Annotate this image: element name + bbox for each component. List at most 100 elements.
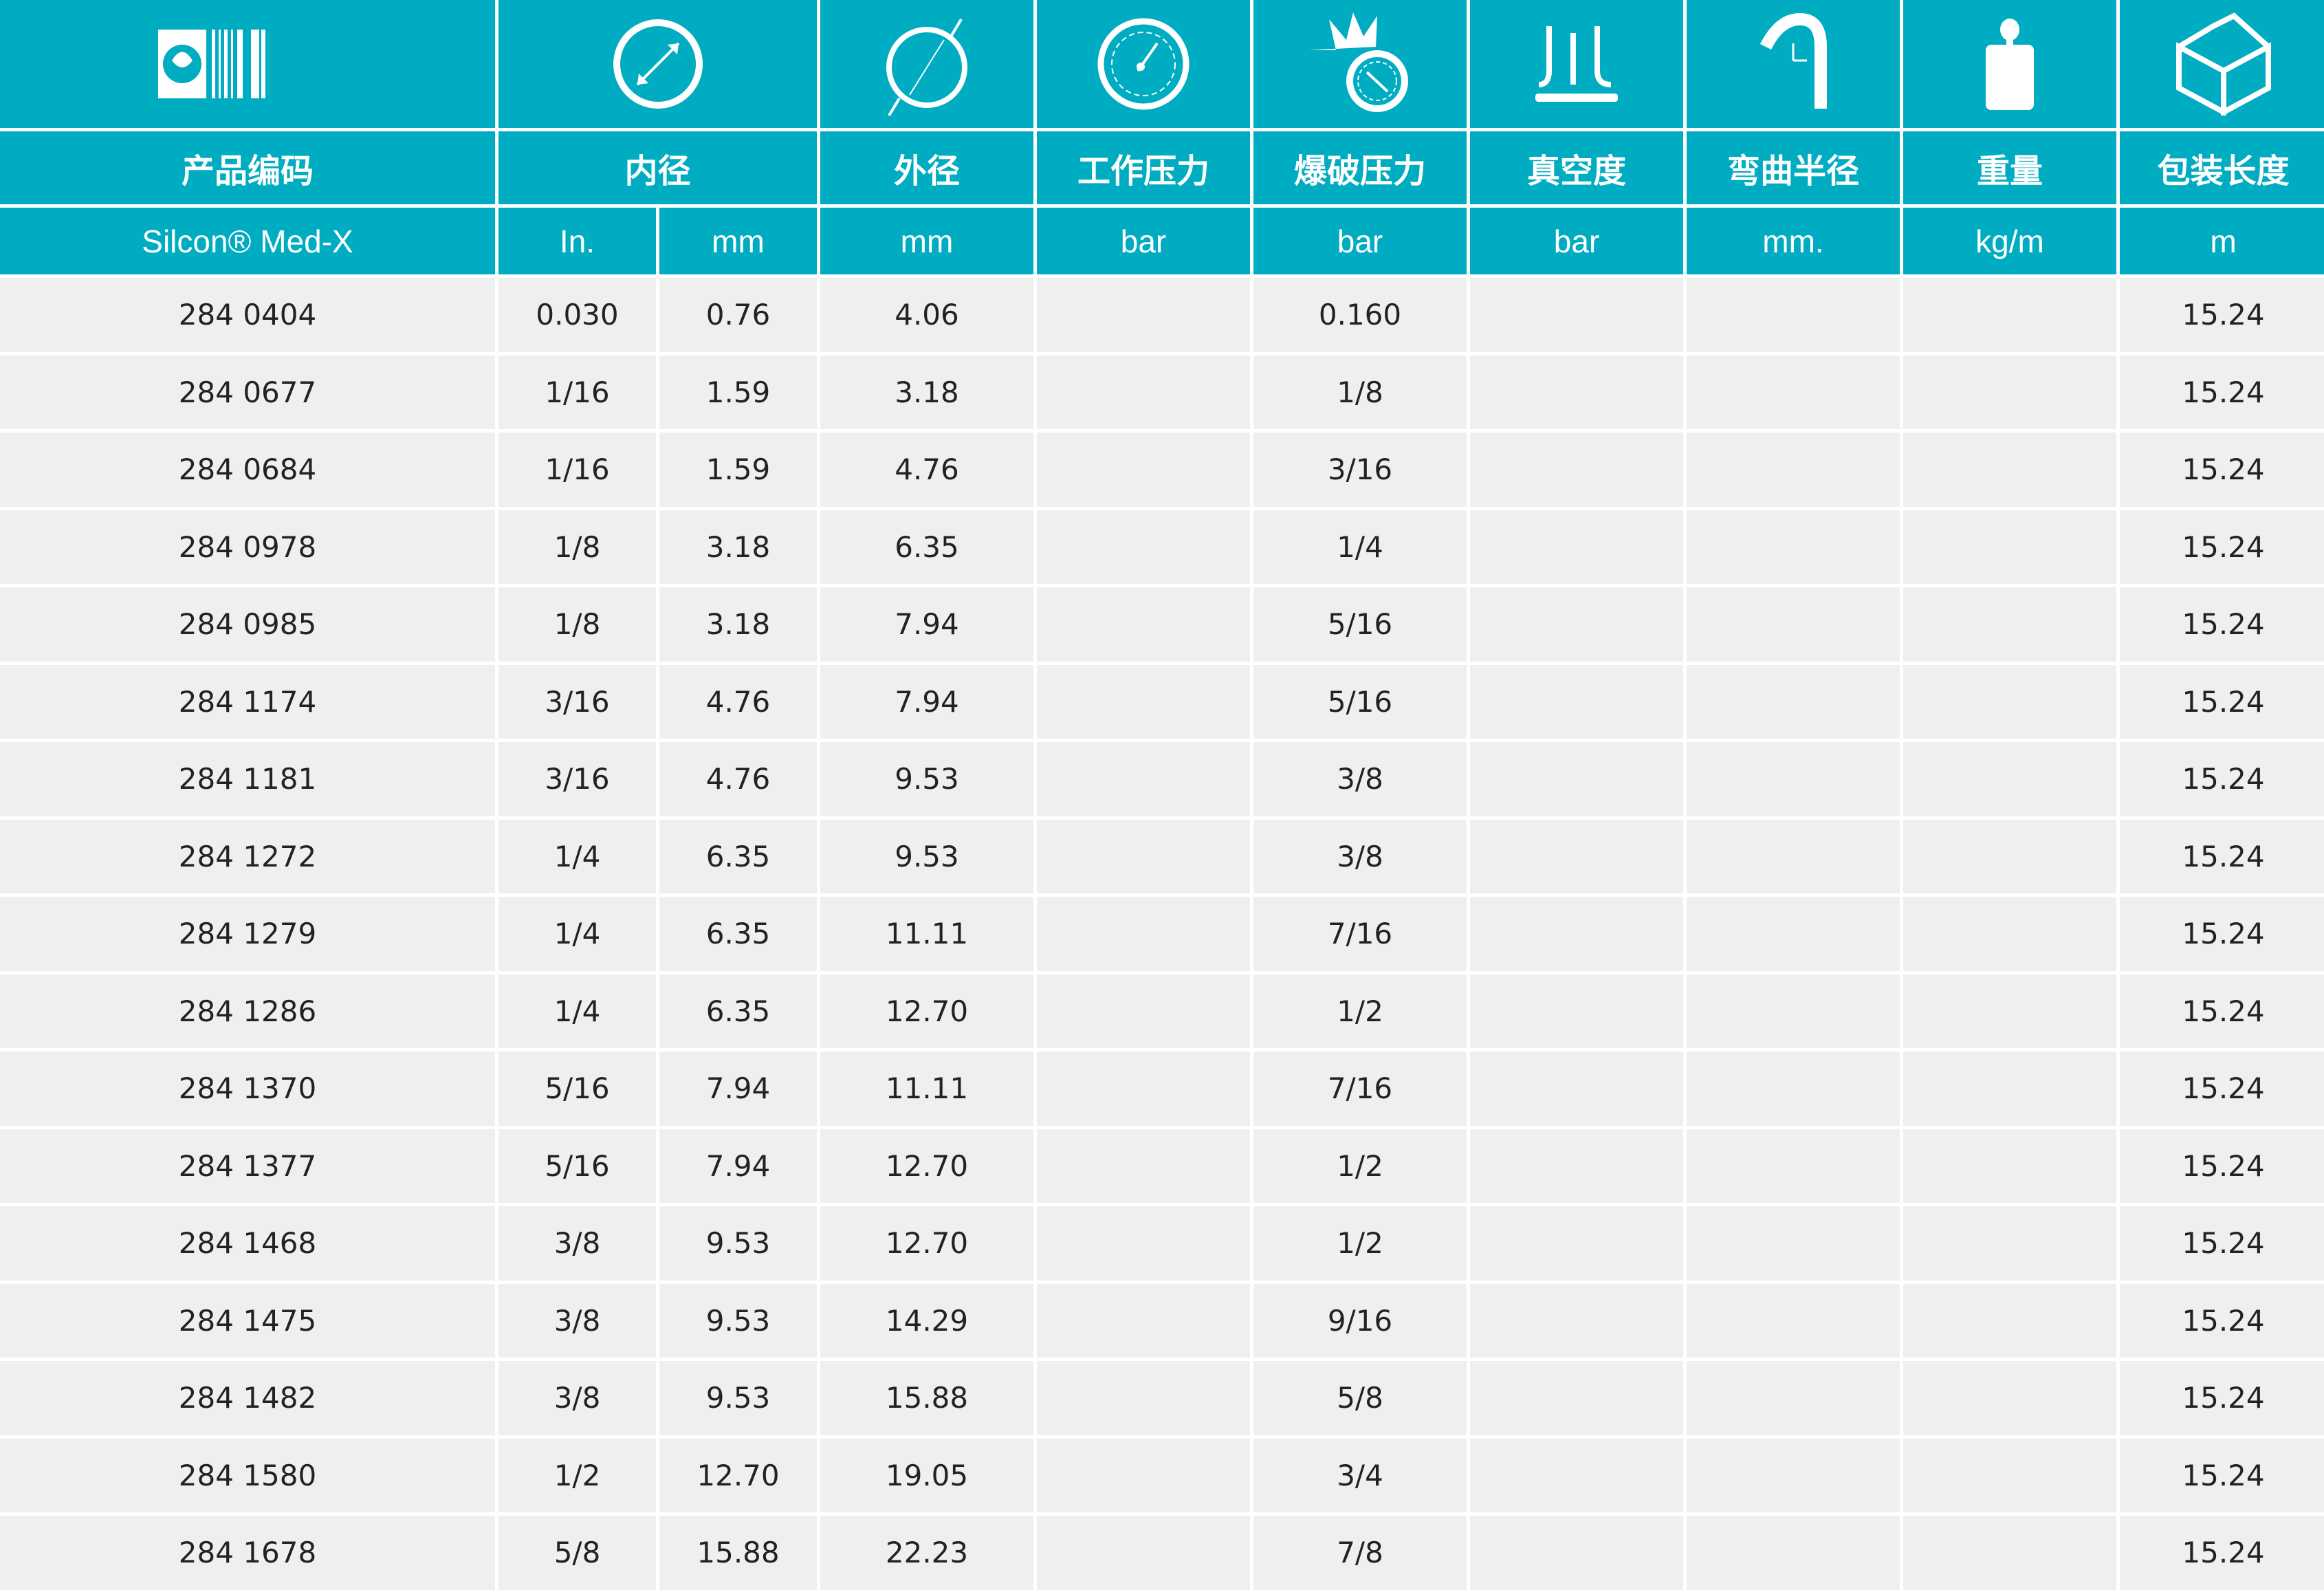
table-cell: 3/8	[498, 1206, 656, 1281]
table-cell: 11.11	[820, 1052, 1033, 1126]
table-cell: 9.53	[820, 742, 1033, 816]
table-cell	[1470, 1129, 1683, 1203]
unit-label: mm.	[1687, 208, 1900, 274]
unit-label: Silcon® Med-X	[0, 208, 495, 274]
table-cell: 284 1181	[0, 742, 495, 816]
table-cell	[1470, 278, 1683, 352]
table-cell: 9.53	[659, 1361, 817, 1435]
table-cell	[1903, 433, 2116, 507]
table-cell: 12.70	[820, 974, 1033, 1048]
table-cell	[1470, 1283, 1683, 1358]
weight-icon	[1903, 0, 2116, 128]
table-cell: 15.24	[2120, 974, 2324, 1048]
logo-barcode-icon	[0, 0, 495, 128]
table-cell: 15.24	[2120, 433, 2324, 507]
table-cell: 1/4	[1253, 510, 1467, 584]
table-cell	[1687, 974, 1900, 1048]
table-cell: 0.030	[498, 278, 656, 352]
table-cell: 7/16	[1253, 897, 1467, 971]
table-cell: 3/16	[498, 664, 656, 739]
table-cell	[1903, 1283, 2116, 1358]
table-cell	[1470, 433, 1683, 507]
table-cell	[1687, 742, 1900, 816]
table-cell: 3/8	[498, 1283, 656, 1358]
unit-label: m	[2120, 208, 2324, 274]
table-cell	[1470, 587, 1683, 662]
table-cell: 9/16	[1253, 1283, 1467, 1358]
table-cell: 5/16	[1253, 587, 1467, 662]
table-cell	[1037, 1438, 1250, 1512]
table-cell: 15.24	[2120, 587, 2324, 662]
table-cell: 15.24	[2120, 1052, 2324, 1126]
table-cell: 3.18	[820, 355, 1033, 429]
table-cell	[1037, 1052, 1250, 1126]
table-cell	[1470, 510, 1683, 584]
table-cell: 11.11	[820, 897, 1033, 971]
table-cell: 15.24	[2120, 1283, 2324, 1358]
table-cell	[1470, 664, 1683, 739]
table-cell: 3/16	[498, 742, 656, 816]
table-cell	[1037, 587, 1250, 662]
table-cell: 1/16	[498, 355, 656, 429]
table-cell	[1037, 510, 1250, 584]
table-cell: 4.76	[820, 433, 1033, 507]
table-cell: 284 1580	[0, 1438, 495, 1512]
table-cell: 19.05	[820, 1438, 1033, 1512]
box-icon	[2120, 0, 2324, 128]
table-cell: 1/2	[498, 1438, 656, 1512]
table-cell: 6.35	[659, 819, 817, 893]
table-cell: 284 1475	[0, 1283, 495, 1358]
header-vacuum: 真空度	[1470, 131, 1683, 204]
table-cell: 1.59	[659, 433, 817, 507]
table-cell	[1687, 1438, 1900, 1512]
table-cell: 14.29	[820, 1283, 1033, 1358]
table-cell	[1470, 974, 1683, 1048]
table-cell	[1037, 1129, 1250, 1203]
table-cell: 3/8	[1253, 742, 1467, 816]
table-cell: 3.18	[659, 510, 817, 584]
table-cell	[1687, 1361, 1900, 1435]
table-cell	[1903, 974, 2116, 1048]
table-cell	[1903, 664, 2116, 739]
table-cell: 5/16	[498, 1052, 656, 1126]
table-cell: 1/8	[498, 587, 656, 662]
table-cell: 1/2	[1253, 1206, 1467, 1281]
table-cell	[1037, 1206, 1250, 1281]
table-cell: 15.24	[2120, 1361, 2324, 1435]
table-cell: 1/2	[1253, 974, 1467, 1048]
table-cell	[1037, 897, 1250, 971]
table-cell	[1470, 1361, 1683, 1435]
table-cell: 284 0985	[0, 587, 495, 662]
table-cell: 5/8	[498, 1516, 656, 1590]
table-cell	[1903, 1206, 2116, 1281]
table-cell: 5/8	[1253, 1361, 1467, 1435]
table-cell: 15.24	[2120, 510, 2324, 584]
table-cell: 1/8	[498, 510, 656, 584]
table-cell: 15.88	[659, 1516, 817, 1590]
table-cell: 1/4	[498, 974, 656, 1048]
table-cell: 284 1377	[0, 1129, 495, 1203]
table-cell	[1903, 742, 2116, 816]
table-cell: 284 0978	[0, 510, 495, 584]
table-cell	[1903, 355, 2116, 429]
table-cell: 284 1272	[0, 819, 495, 893]
table-cell	[1903, 278, 2116, 352]
table-cell: 3/16	[1253, 433, 1467, 507]
table-cell: 4.06	[820, 278, 1033, 352]
header-bend-radius: 弯曲半径	[1687, 131, 1900, 204]
table-cell: 7.94	[820, 587, 1033, 662]
table-cell: 15.24	[2120, 664, 2324, 739]
table-cell	[1037, 664, 1250, 739]
table-cell: 9.53	[659, 1206, 817, 1281]
header-inner-diameter: 内径	[498, 131, 817, 204]
table-cell: 6.35	[659, 897, 817, 971]
bend-radius-icon	[1687, 0, 1900, 128]
table-cell	[1687, 355, 1900, 429]
table-cell: 7/16	[1253, 1052, 1467, 1126]
table-cell: 284 0404	[0, 278, 495, 352]
unit-label: bar	[1253, 208, 1467, 274]
table-cell	[1037, 1516, 1250, 1590]
table-cell: 284 1482	[0, 1361, 495, 1435]
table-cell: 284 0677	[0, 355, 495, 429]
table-cell: 284 1678	[0, 1516, 495, 1590]
